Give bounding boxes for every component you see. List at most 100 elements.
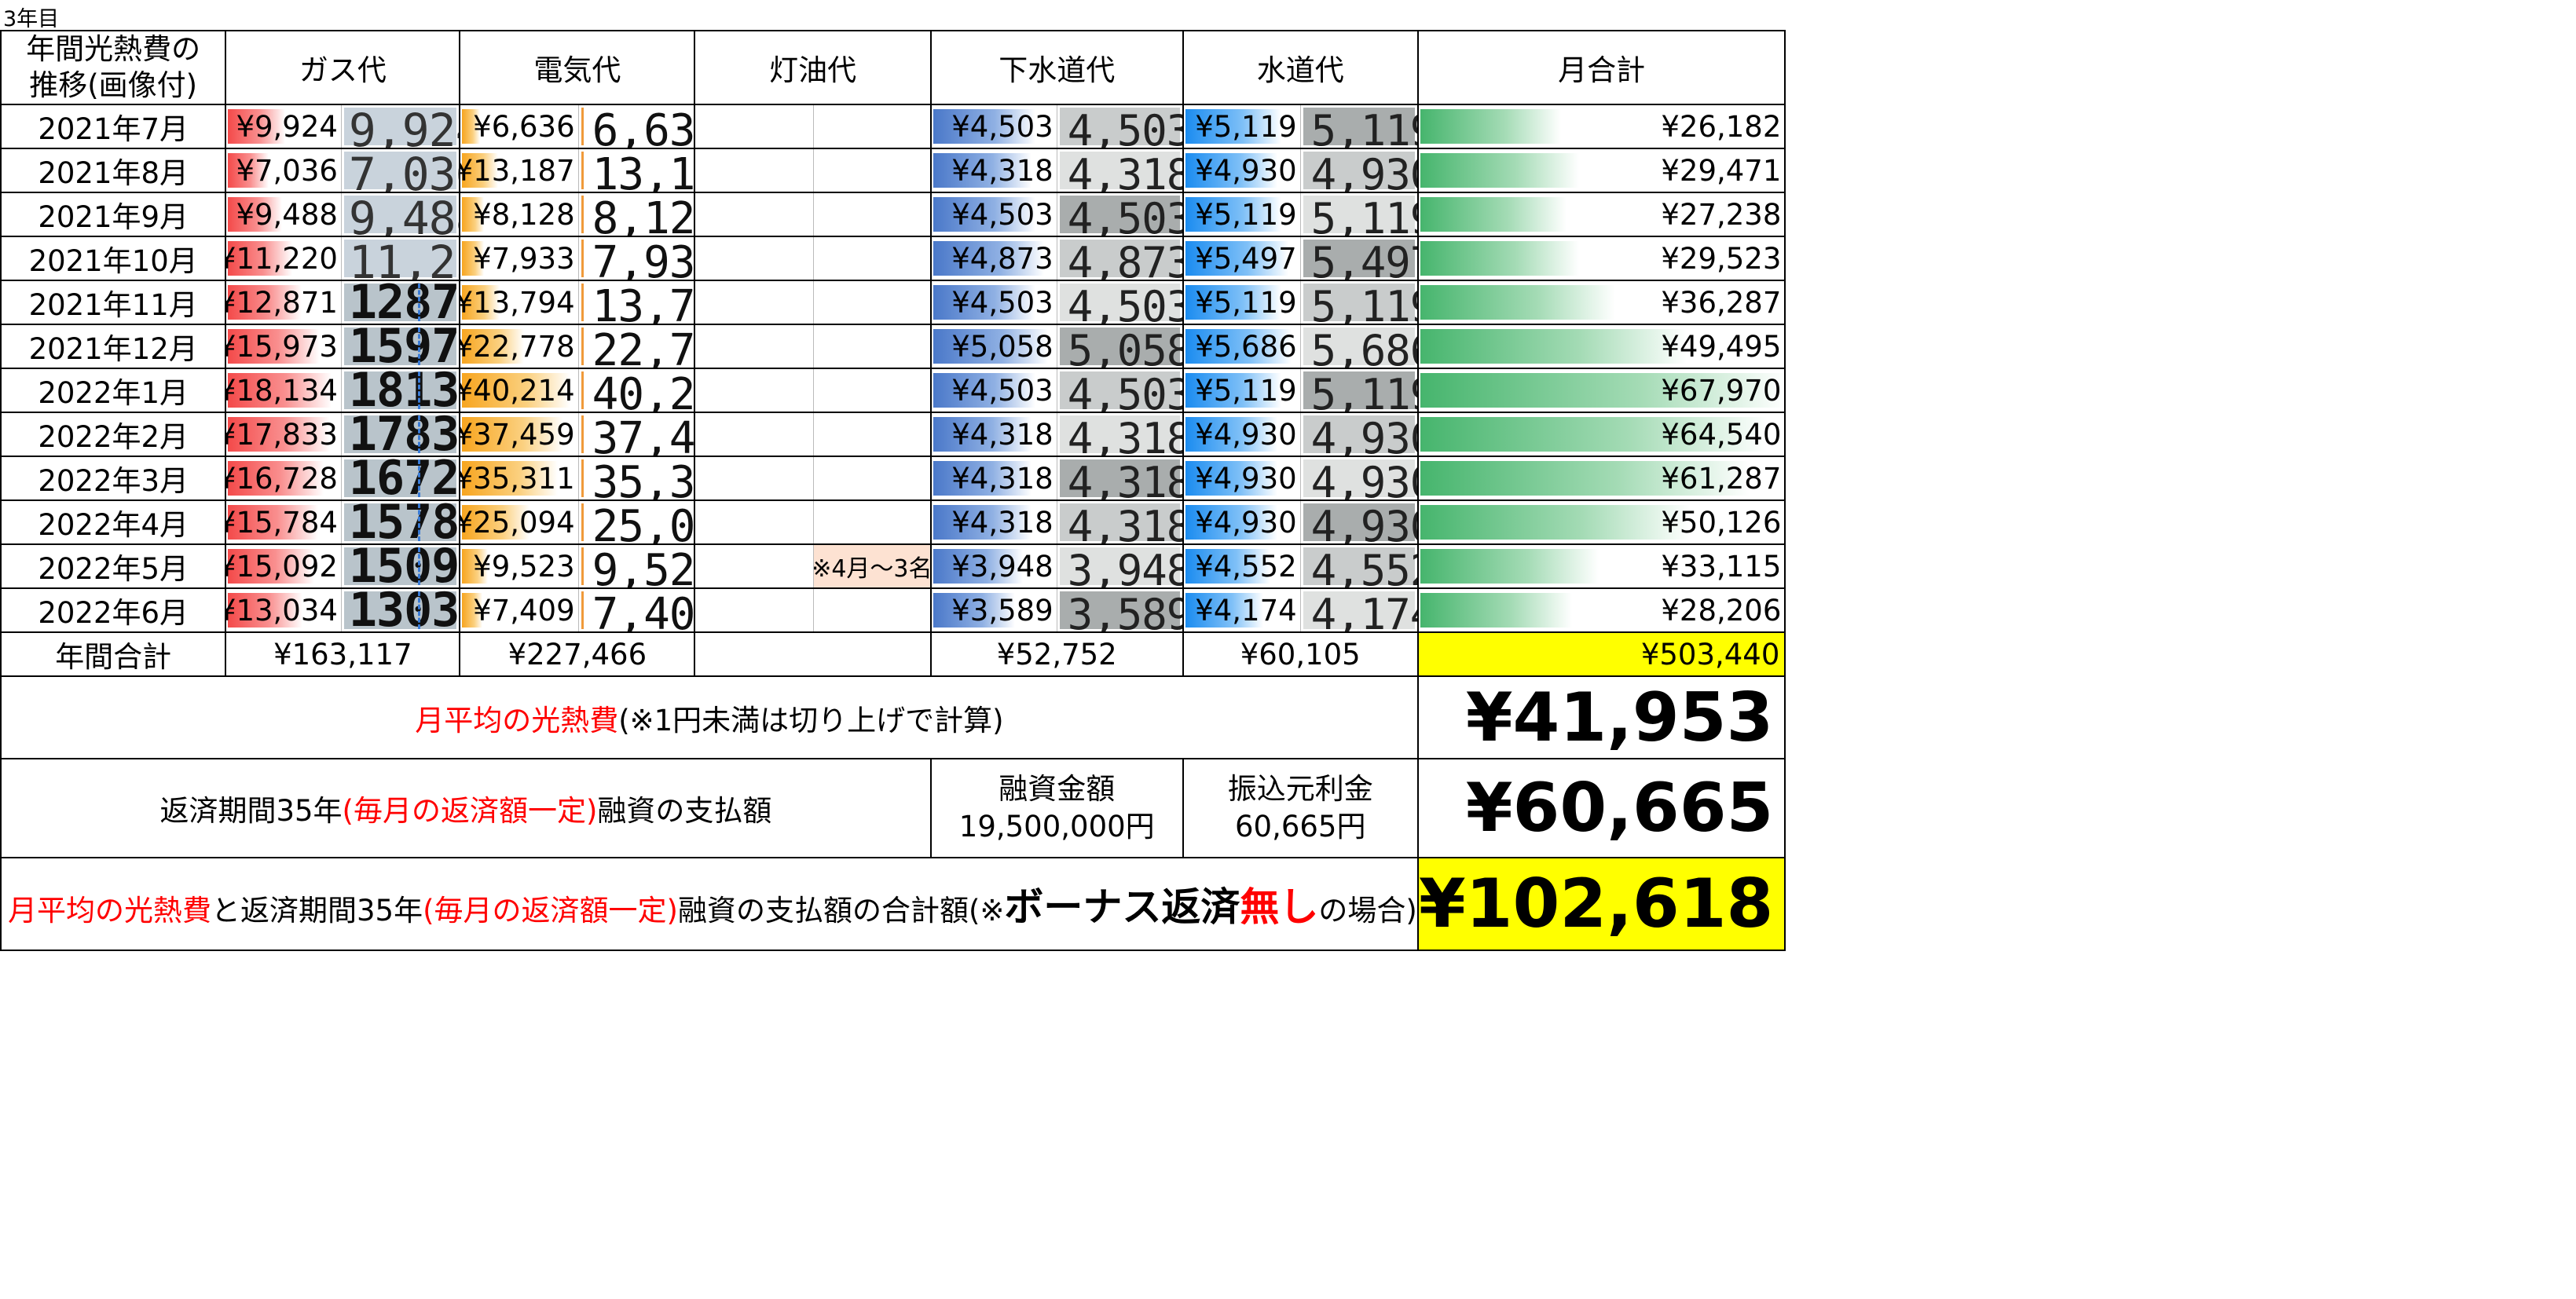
monthly-total-cell[interactable]: ¥64,540 — [1416, 412, 1786, 457]
gas-image-cell[interactable]: 16728 — [340, 456, 461, 501]
electric-image-cell[interactable]: 40,214円 — [577, 368, 696, 413]
water-image-cell[interactable]: 4,174円 — [1299, 587, 1419, 633]
kerosene-note-cell[interactable] — [812, 412, 932, 457]
sewer-image-cell[interactable]: 4,318円 — [1056, 456, 1184, 501]
water-cell[interactable]: ¥5,119 — [1182, 368, 1301, 413]
sewer-image-cell[interactable]: 4,318円 — [1056, 148, 1184, 193]
gas-cell[interactable]: ¥12,871 — [225, 280, 342, 325]
month-cell[interactable]: 2022年1月 — [0, 368, 227, 413]
gas-cell[interactable]: ¥15,092 — [225, 543, 342, 589]
kerosene-cell[interactable] — [694, 148, 814, 193]
annual-grand-total[interactable]: ¥503,440 — [1416, 631, 1786, 677]
electric-image-cell[interactable]: 13,794円 — [577, 280, 696, 325]
monthly-total-cell[interactable]: ¥50,126 — [1416, 499, 1786, 545]
annual-total-label[interactable]: 年間合計 — [0, 631, 227, 677]
water-cell[interactable]: ¥5,119 — [1182, 192, 1301, 237]
month-cell[interactable]: 2021年10月 — [0, 236, 227, 281]
sewer-cell[interactable]: ¥4,873 — [929, 236, 1057, 281]
month-cell[interactable]: 2022年2月 — [0, 412, 227, 457]
monthly-average-value[interactable]: ¥41,953 — [1416, 675, 1786, 759]
sewer-cell[interactable]: ¥5,058 — [929, 324, 1057, 369]
month-cell[interactable]: 2022年6月 — [0, 587, 227, 633]
monthly-total-cell[interactable]: ¥61,287 — [1416, 456, 1786, 501]
annual-kerosene[interactable] — [694, 631, 932, 677]
sewer-cell[interactable]: ¥3,948 — [929, 543, 1057, 589]
kerosene-note-cell[interactable] — [812, 148, 932, 193]
water-cell[interactable]: ¥4,930 — [1182, 456, 1301, 501]
loan-transfer-cell[interactable]: 振込元利金 60,665円 — [1182, 758, 1419, 858]
monthly-total-cell[interactable]: ¥67,970 — [1416, 368, 1786, 413]
kerosene-note-cell[interactable] — [812, 104, 932, 149]
electric-cell[interactable]: ¥22,778 — [459, 324, 579, 369]
sewer-cell[interactable]: ¥3,589 — [929, 587, 1057, 633]
electric-cell[interactable]: ¥6,636 — [459, 104, 579, 149]
kerosene-cell[interactable] — [694, 499, 814, 545]
monthly-total-cell[interactable]: ¥29,471 — [1416, 148, 1786, 193]
electric-image-cell[interactable]: 9,523円 — [577, 543, 696, 589]
kerosene-note-cell[interactable] — [812, 499, 932, 545]
month-cell[interactable]: 2021年7月 — [0, 104, 227, 149]
gas-image-cell[interactable]: 18134 — [340, 368, 461, 413]
water-image-cell[interactable]: 5,686円 — [1299, 324, 1419, 369]
electric-image-cell[interactable]: 37,459円 — [577, 412, 696, 457]
header-monthly-total[interactable]: 月合計 — [1416, 30, 1786, 105]
gas-image-cell[interactable]: 11,220円 — [340, 236, 461, 281]
sewer-cell[interactable]: ¥4,503 — [929, 280, 1057, 325]
water-image-cell[interactable]: 5,119円 — [1299, 192, 1419, 237]
kerosene-cell[interactable] — [694, 280, 814, 325]
header-electric[interactable]: 電気代 — [459, 30, 696, 105]
sewer-image-cell[interactable]: 4,318円 — [1056, 499, 1184, 545]
monthly-total-cell[interactable]: ¥27,238 — [1416, 192, 1786, 237]
electric-image-cell[interactable]: 7,409円 — [577, 587, 696, 633]
kerosene-note-cell[interactable] — [812, 280, 932, 325]
sewer-cell[interactable]: ¥4,318 — [929, 148, 1057, 193]
electric-cell[interactable]: ¥40,214 — [459, 368, 579, 413]
header-kerosene[interactable]: 灯油代 — [694, 30, 932, 105]
electric-image-cell[interactable]: 22,778円 — [577, 324, 696, 369]
water-image-cell[interactable]: 4,930円 — [1299, 412, 1419, 457]
water-cell[interactable]: ¥4,174 — [1182, 587, 1301, 633]
kerosene-cell[interactable] — [694, 587, 814, 633]
kerosene-note-cell[interactable]: ※4月～3名 — [812, 543, 932, 589]
electric-cell[interactable]: ¥35,311 — [459, 456, 579, 501]
gas-image-cell[interactable]: 9,488円 — [340, 192, 461, 237]
monthly-total-cell[interactable]: ¥49,495 — [1416, 324, 1786, 369]
grand-total-label[interactable]: 月平均の光熱費と返済期間35年(毎月の返済額一定)融資の支払額の合計額(※ボーナ… — [0, 857, 1419, 951]
month-cell[interactable]: 2022年4月 — [0, 499, 227, 545]
gas-cell[interactable]: ¥18,134 — [225, 368, 342, 413]
electric-cell[interactable]: ¥8,128 — [459, 192, 579, 237]
electric-cell[interactable]: ¥25,094 — [459, 499, 579, 545]
gas-image-cell[interactable]: 15092 — [340, 543, 461, 589]
kerosene-note-cell[interactable] — [812, 456, 932, 501]
sewer-image-cell[interactable]: 4,503円 — [1056, 280, 1184, 325]
month-cell[interactable]: 2022年5月 — [0, 543, 227, 589]
water-image-cell[interactable]: 4,552円 — [1299, 543, 1419, 589]
month-cell[interactable]: 2021年8月 — [0, 148, 227, 193]
monthly-total-cell[interactable]: ¥33,115 — [1416, 543, 1786, 589]
water-cell[interactable]: ¥5,119 — [1182, 280, 1301, 325]
sewer-cell[interactable]: ¥4,318 — [929, 456, 1057, 501]
kerosene-cell[interactable] — [694, 192, 814, 237]
kerosene-cell[interactable] — [694, 236, 814, 281]
electric-cell[interactable]: ¥9,523 — [459, 543, 579, 589]
water-cell[interactable]: ¥4,930 — [1182, 412, 1301, 457]
loan-payment-value[interactable]: ¥60,665 — [1416, 758, 1786, 858]
sewer-image-cell[interactable]: 3,589円 — [1056, 587, 1184, 633]
loan-payment-label[interactable]: 返済期間35年(毎月の返済額一定)融資の支払額 — [0, 758, 932, 858]
sewer-cell[interactable]: ¥4,318 — [929, 412, 1057, 457]
gas-image-cell[interactable]: 7,036円 — [340, 148, 461, 193]
water-image-cell[interactable]: 5,119円 — [1299, 368, 1419, 413]
sewer-image-cell[interactable]: 5,058円 — [1056, 324, 1184, 369]
annual-electric[interactable]: ¥227,466 — [459, 631, 696, 677]
electric-cell[interactable]: ¥7,933 — [459, 236, 579, 281]
electric-image-cell[interactable]: 25,094円 — [577, 499, 696, 545]
sewer-image-cell[interactable]: 3,948円 — [1056, 543, 1184, 589]
gas-image-cell[interactable]: 17833 — [340, 412, 461, 457]
gas-image-cell[interactable]: 15784 — [340, 499, 461, 545]
kerosene-cell[interactable] — [694, 543, 814, 589]
gas-cell[interactable]: ¥7,036 — [225, 148, 342, 193]
kerosene-cell[interactable] — [694, 412, 814, 457]
water-cell[interactable]: ¥4,930 — [1182, 148, 1301, 193]
sewer-image-cell[interactable]: 4,503円 — [1056, 104, 1184, 149]
kerosene-note-cell[interactable] — [812, 192, 932, 237]
